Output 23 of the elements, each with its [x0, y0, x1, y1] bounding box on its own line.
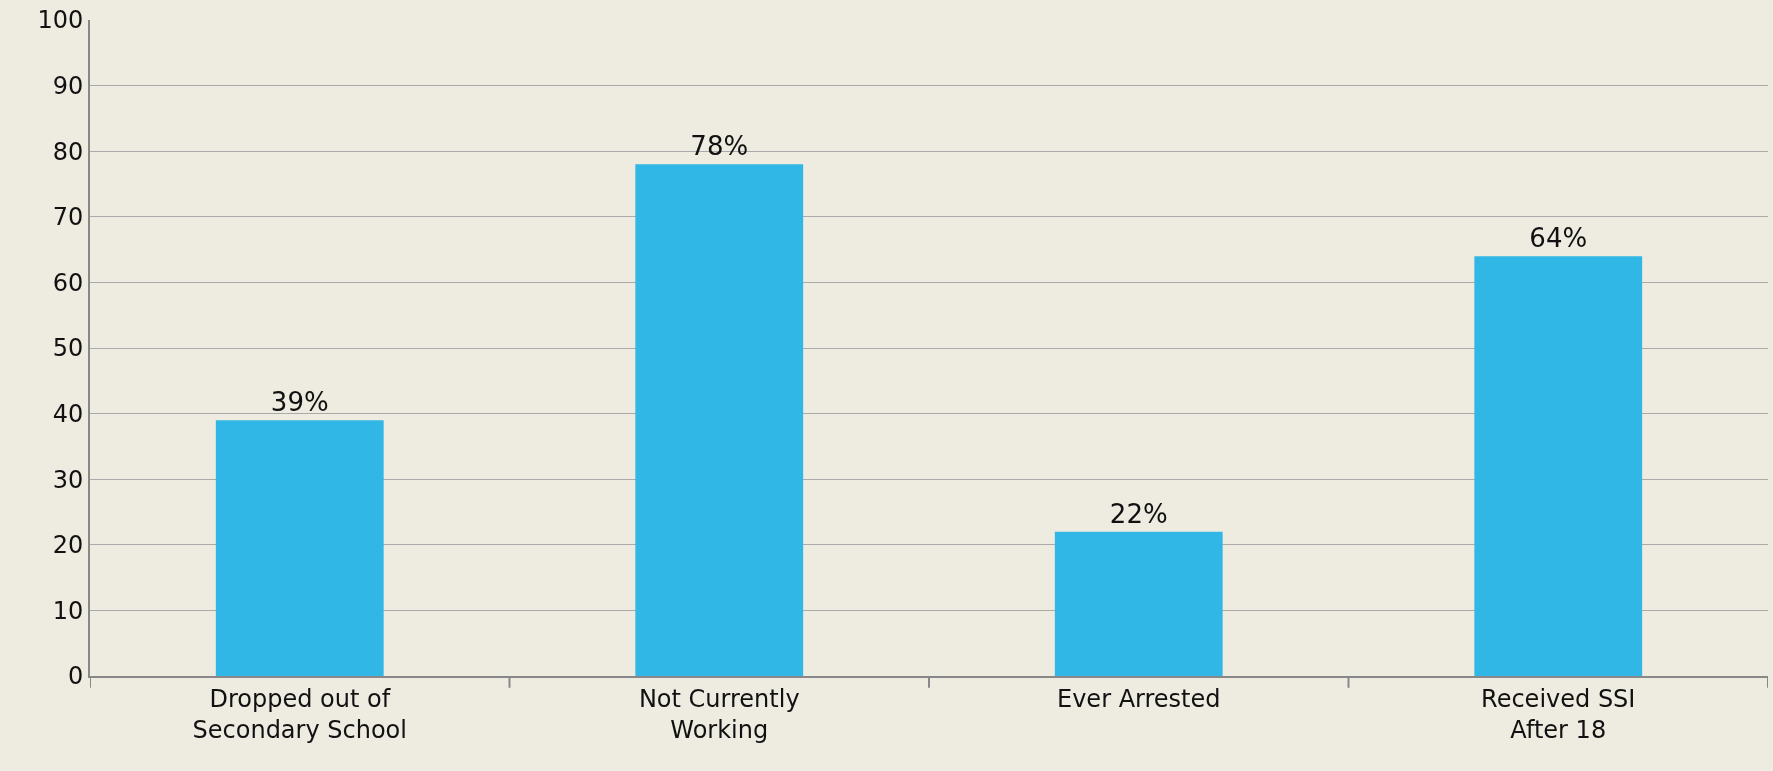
- y-tick-label: 10: [52, 596, 84, 625]
- bar: [215, 420, 384, 676]
- y-tick-label: 40: [52, 400, 84, 428]
- y-tick-label: 60: [52, 268, 84, 297]
- data-label: 64%: [1529, 223, 1588, 254]
- x-tick-label: Received SSI After 18: [1481, 684, 1636, 744]
- bar: [635, 164, 804, 676]
- y-tick-label: 100: [37, 6, 84, 35]
- x-tick-label: Ever Arrested: [1056, 684, 1221, 713]
- y-tick-label: 90: [52, 72, 84, 100]
- x-tick-label: Not Currently Working: [638, 684, 800, 744]
- bar: [1474, 256, 1643, 676]
- y-tick-label: 80: [52, 137, 84, 166]
- y-tick-label: 20: [52, 531, 84, 560]
- data-label: 78%: [690, 131, 749, 162]
- x-tick-label: Dropped out of Secondary School: [192, 684, 407, 744]
- data-label: 39%: [270, 387, 329, 418]
- y-tick-label: 0: [67, 662, 84, 691]
- y-tick-label: 50: [52, 334, 84, 363]
- bar: [1054, 531, 1223, 676]
- data-label: 22%: [1109, 498, 1168, 529]
- y-tick-label: 70: [52, 203, 84, 232]
- y-tick-label: 30: [52, 465, 84, 494]
